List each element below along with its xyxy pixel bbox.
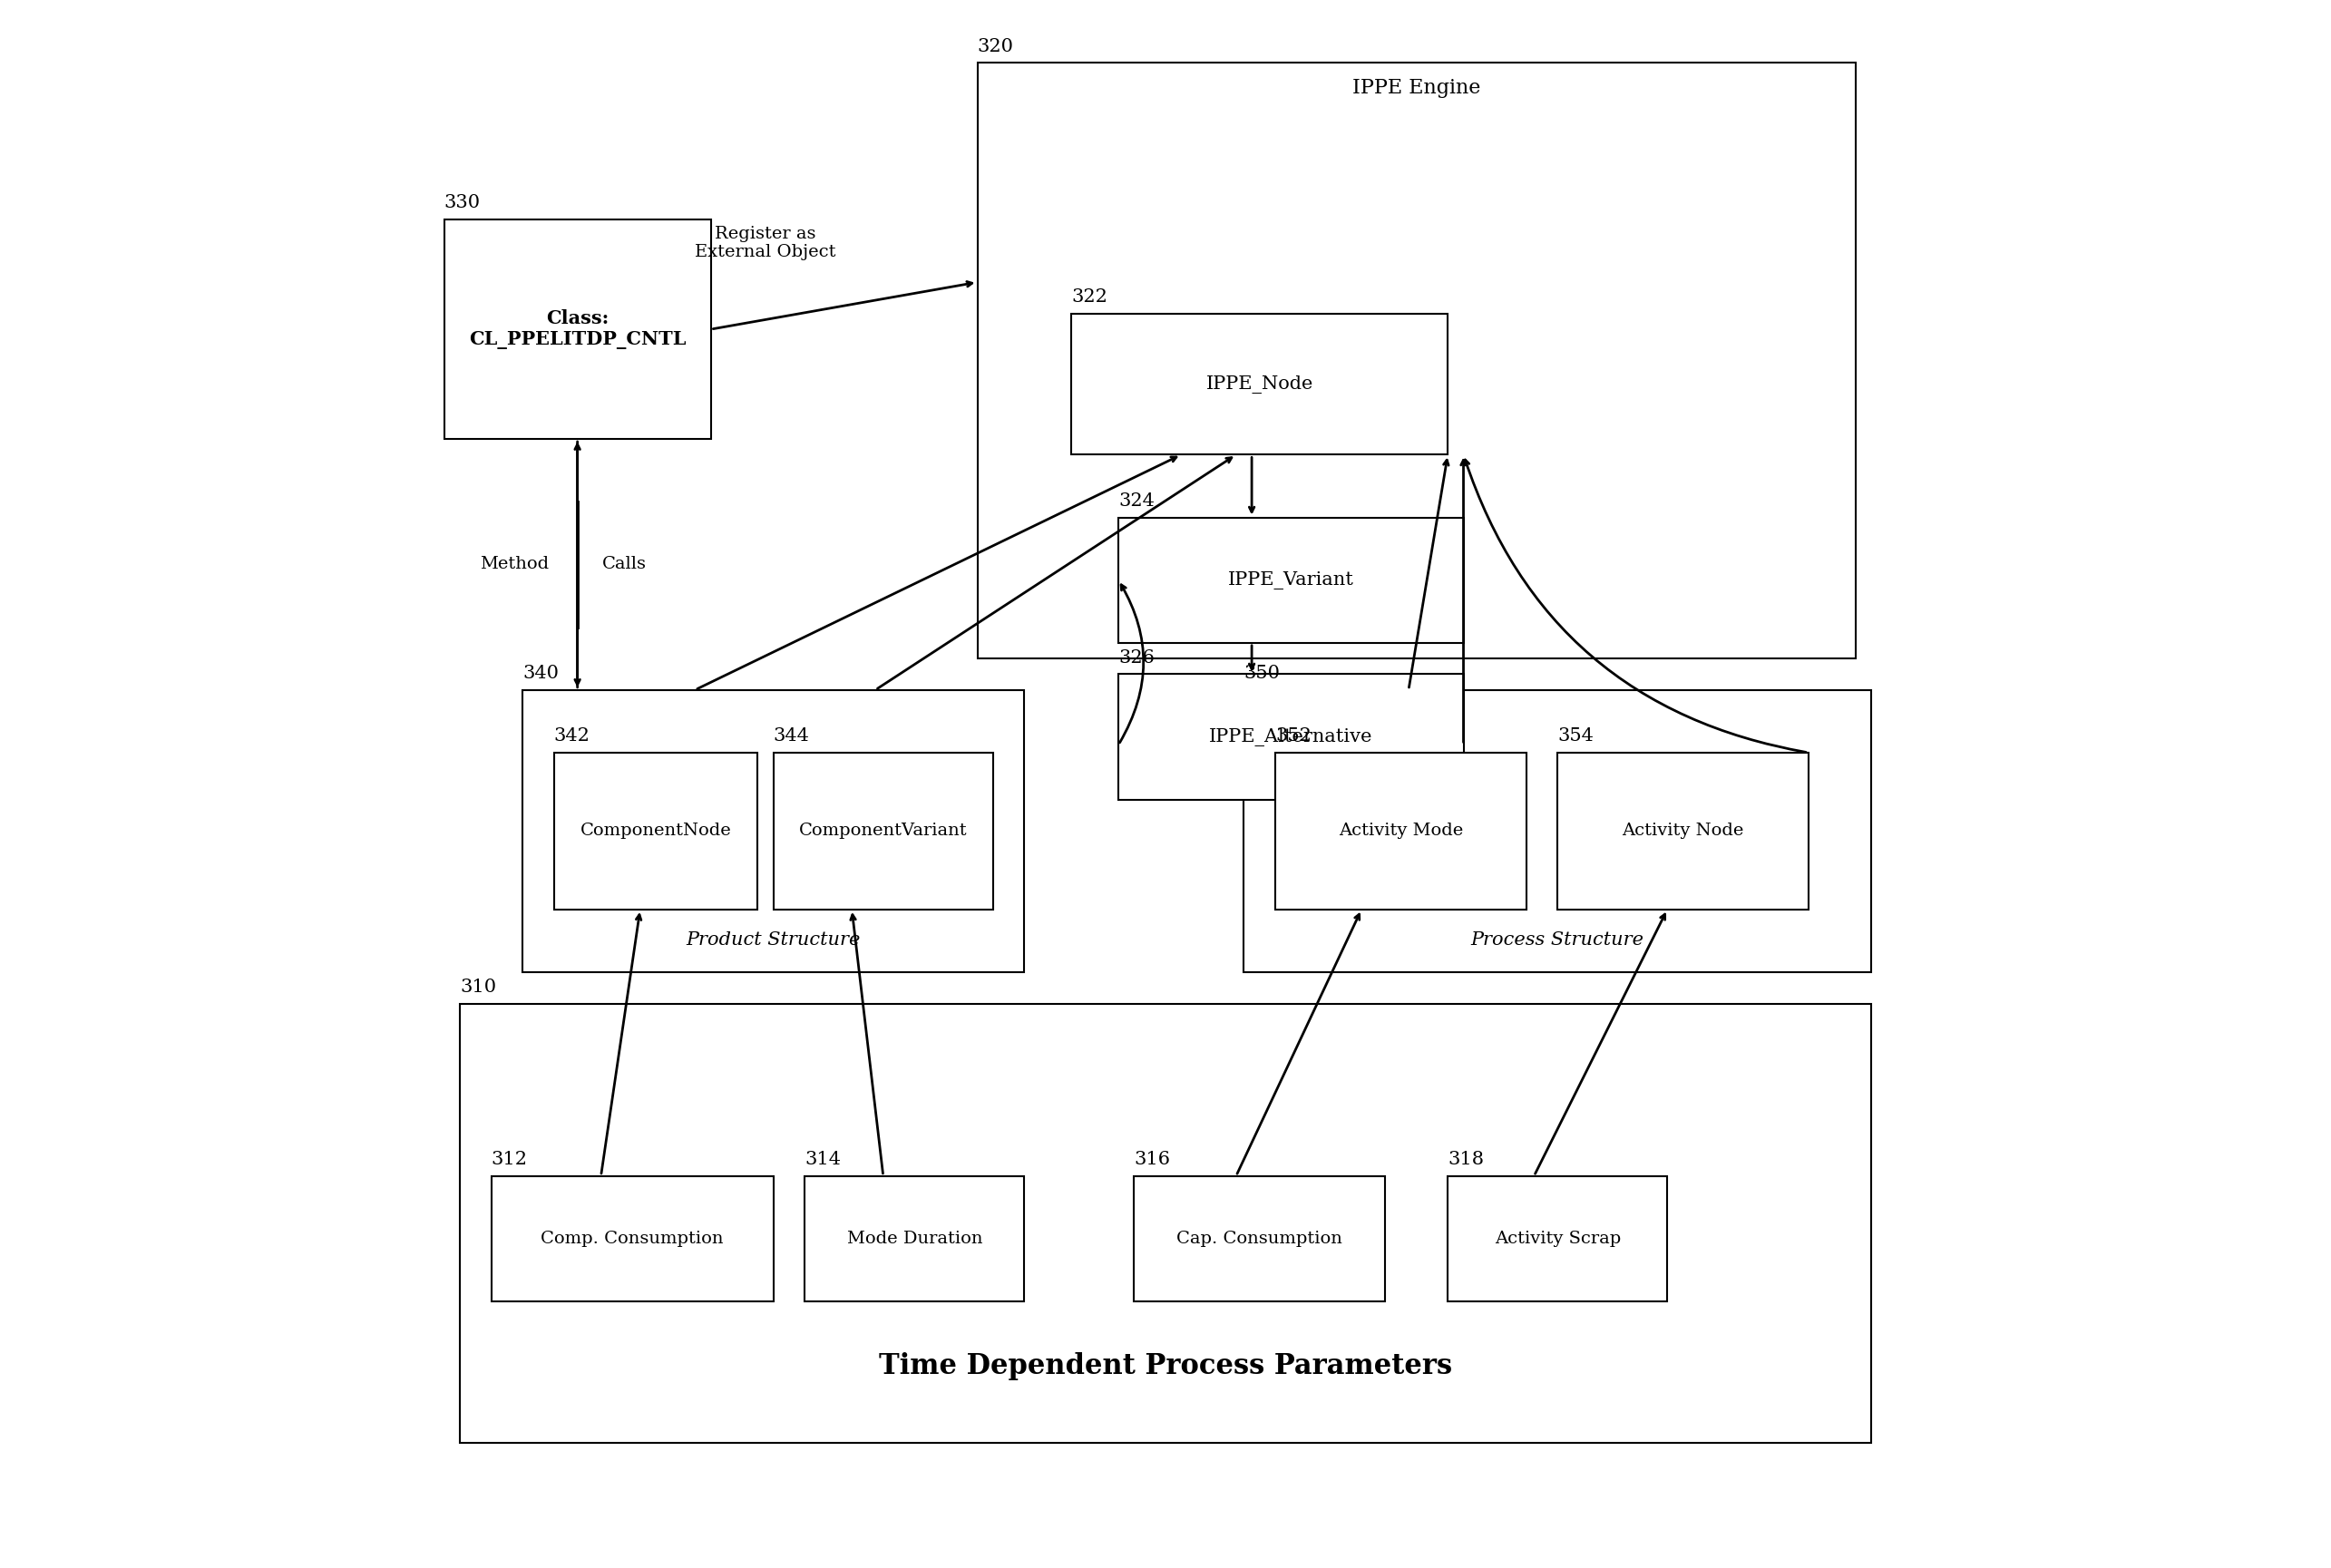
Text: Product Structure: Product Structure bbox=[685, 931, 860, 949]
Text: ComponentNode: ComponentNode bbox=[580, 823, 732, 839]
Text: 326: 326 bbox=[1119, 649, 1154, 666]
FancyBboxPatch shape bbox=[774, 753, 993, 909]
Text: Comp. Consumption: Comp. Consumption bbox=[541, 1231, 723, 1247]
Text: 316: 316 bbox=[1135, 1151, 1170, 1168]
Text: 354: 354 bbox=[1557, 728, 1594, 745]
FancyBboxPatch shape bbox=[977, 63, 1855, 659]
Text: Mode Duration: Mode Duration bbox=[846, 1231, 981, 1247]
FancyBboxPatch shape bbox=[1275, 753, 1527, 909]
Text: ComponentVariant: ComponentVariant bbox=[800, 823, 967, 839]
Text: 314: 314 bbox=[804, 1151, 841, 1168]
FancyBboxPatch shape bbox=[1119, 517, 1464, 643]
FancyBboxPatch shape bbox=[445, 220, 711, 439]
Text: 320: 320 bbox=[977, 38, 1014, 55]
Text: Cap. Consumption: Cap. Consumption bbox=[1177, 1231, 1343, 1247]
FancyBboxPatch shape bbox=[1245, 690, 1872, 972]
Text: 344: 344 bbox=[774, 728, 809, 745]
Text: 342: 342 bbox=[555, 728, 590, 745]
Text: 322: 322 bbox=[1072, 289, 1107, 306]
FancyBboxPatch shape bbox=[555, 753, 758, 909]
FancyBboxPatch shape bbox=[522, 690, 1023, 972]
Text: Activity Mode: Activity Mode bbox=[1338, 823, 1464, 839]
Text: Time Dependent Process Parameters: Time Dependent Process Parameters bbox=[879, 1352, 1452, 1380]
Text: Activity Scrap: Activity Scrap bbox=[1494, 1231, 1620, 1247]
Text: Register as
External Object: Register as External Object bbox=[695, 226, 837, 260]
Text: 340: 340 bbox=[522, 665, 559, 682]
FancyBboxPatch shape bbox=[1072, 314, 1448, 455]
Text: 310: 310 bbox=[459, 978, 497, 996]
Text: IPPE_Variant: IPPE_Variant bbox=[1228, 571, 1354, 590]
Text: 330: 330 bbox=[445, 194, 480, 212]
Text: 324: 324 bbox=[1119, 492, 1154, 510]
FancyBboxPatch shape bbox=[1119, 674, 1464, 800]
Text: IPPE_Node: IPPE_Node bbox=[1205, 375, 1312, 394]
Text: 352: 352 bbox=[1275, 728, 1312, 745]
Text: 318: 318 bbox=[1448, 1151, 1485, 1168]
FancyBboxPatch shape bbox=[492, 1176, 774, 1301]
Text: 312: 312 bbox=[492, 1151, 527, 1168]
Text: Activity Node: Activity Node bbox=[1622, 823, 1744, 839]
Text: Calls: Calls bbox=[601, 557, 646, 572]
Text: IPPE_Alternative: IPPE_Alternative bbox=[1210, 728, 1373, 746]
FancyBboxPatch shape bbox=[1135, 1176, 1385, 1301]
Text: Method: Method bbox=[480, 557, 550, 572]
Text: Class:
CL_PPELITDP_CNTL: Class: CL_PPELITDP_CNTL bbox=[469, 309, 685, 350]
FancyBboxPatch shape bbox=[1448, 1176, 1667, 1301]
FancyBboxPatch shape bbox=[804, 1176, 1023, 1301]
FancyBboxPatch shape bbox=[459, 1004, 1872, 1443]
Text: Process Structure: Process Structure bbox=[1471, 931, 1643, 949]
FancyBboxPatch shape bbox=[1557, 753, 1809, 909]
Text: 350: 350 bbox=[1245, 665, 1280, 682]
Text: IPPE Engine: IPPE Engine bbox=[1352, 78, 1480, 99]
